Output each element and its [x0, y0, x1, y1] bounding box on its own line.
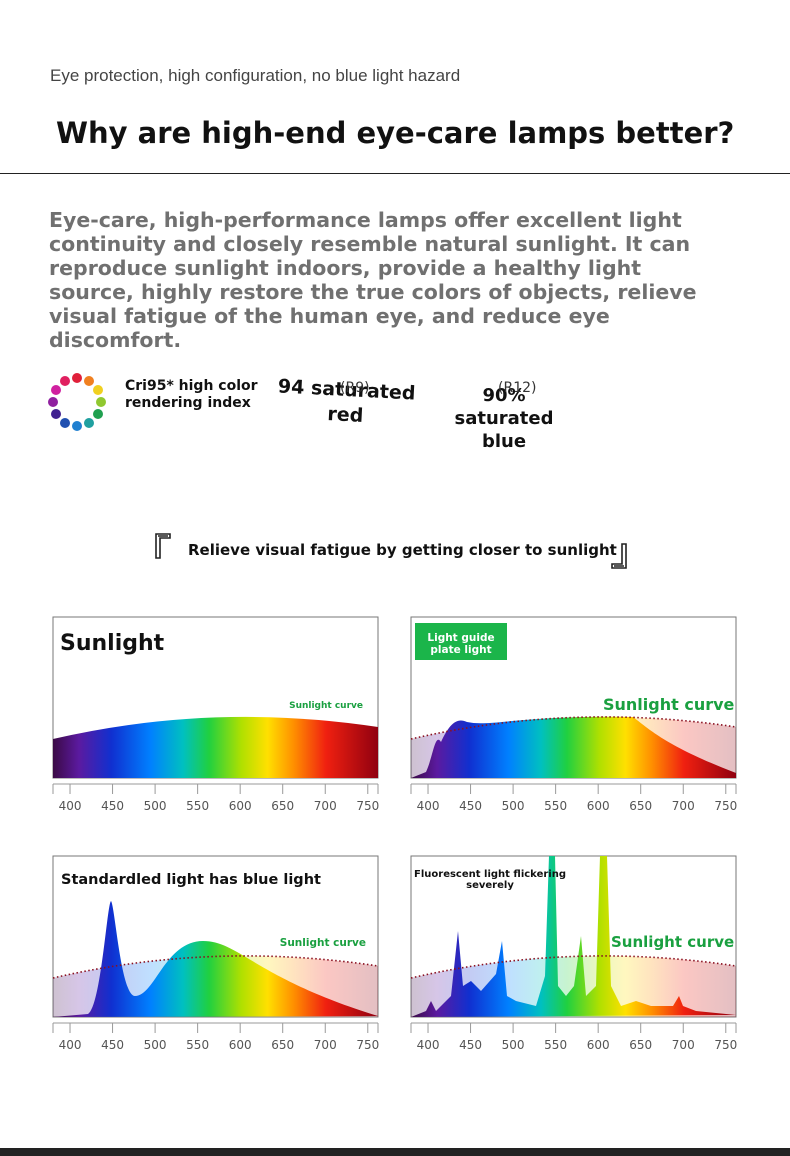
x-tick-label: 600	[587, 799, 610, 813]
panel-title: Sunlight	[60, 631, 165, 656]
x-tick-label: 400	[59, 799, 82, 813]
feature-note: (R12)	[498, 380, 537, 396]
x-tick-label: 450	[459, 1038, 482, 1052]
title-line: Fluorescent light flickering	[414, 869, 566, 880]
x-tick-label: 400	[417, 799, 440, 813]
bracket-open	[155, 533, 171, 559]
color-wheel-icon	[48, 373, 106, 431]
x-tick-label: 650	[629, 799, 652, 813]
x-tick-label: 600	[229, 799, 252, 813]
title-line: plate light	[430, 644, 491, 656]
color-dots	[48, 373, 106, 431]
x-tick-label: 550	[544, 799, 567, 813]
x-tick-label: 750	[714, 799, 737, 813]
curve-label: Sunlight curve	[289, 701, 363, 711]
subtitle: Eye protection, high configuration, no b…	[50, 66, 461, 85]
x-tick-label: 650	[629, 1038, 652, 1052]
bracket-close	[611, 543, 627, 569]
spectrum-panel: Standardled light has blue light Sunlight…	[52, 855, 379, 1052]
x-tick-label: 700	[672, 1038, 695, 1052]
x-tick-label: 500	[144, 1038, 167, 1052]
x-tick-label: 700	[314, 1038, 337, 1052]
spectrum-charts: Sunlight Sunlight curve 400 450 500 550 600 650…	[52, 616, 737, 1052]
x-tick-label: 650	[271, 1038, 294, 1052]
x-tick-label: 750	[714, 1038, 737, 1052]
x-tick-label: 400	[59, 1038, 82, 1052]
x-tick-label: 550	[186, 799, 209, 813]
divider	[0, 173, 790, 174]
curve-label: Sunlight curve	[611, 933, 734, 951]
x-tick-label: 650	[271, 799, 294, 813]
x-tick-label: 450	[101, 799, 124, 813]
feature-label: Cri95* high color rendering index	[125, 378, 258, 411]
x-tick-label: 700	[314, 799, 337, 813]
x-tick-label: 550	[186, 1038, 209, 1052]
x-tick-label: 500	[144, 799, 167, 813]
x-tick-label: 500	[502, 799, 525, 813]
x-tick-label: 400	[417, 1038, 440, 1052]
title-badge	[415, 623, 507, 660]
curve-label: Sunlight curve	[603, 695, 735, 714]
footer-bar	[0, 1148, 790, 1156]
title: Why are high-end eye-care lamps better?	[56, 116, 735, 150]
x-tick-label: 750	[356, 799, 379, 813]
spectrum-panel: Fluorescent light flickering severely Sunl…	[410, 855, 737, 1052]
section-title: Relieve visual fatigue by getting closer…	[188, 541, 617, 559]
spectrum-area	[53, 901, 378, 1017]
spectrum-area	[53, 716, 378, 778]
panel-title: Standardled light has blue light	[61, 872, 321, 888]
x-tick-label: 450	[101, 1038, 124, 1052]
x-tick-label: 700	[672, 799, 695, 813]
title-line: Light guide	[427, 632, 494, 644]
spectrum-panel: Sunlight Sunlight curve 400 450 500 550 600 650…	[52, 616, 379, 813]
panel-title: Fluorescent light flickering severely	[414, 869, 566, 891]
title-line: severely	[466, 880, 514, 891]
x-tick-label: 550	[544, 1038, 567, 1052]
x-tick-label: 750	[356, 1038, 379, 1052]
x-tick-label: 600	[229, 1038, 252, 1052]
intro: Eye-care, high-performance lamps offer e…	[49, 208, 697, 352]
curve-label: Sunlight curve	[280, 937, 366, 949]
feature-note: (R9)	[340, 380, 370, 396]
x-tick-label: 500	[502, 1038, 525, 1052]
feature-label: 90% saturated blue	[454, 385, 554, 452]
spectrum-area	[411, 716, 736, 778]
x-tick-label: 450	[459, 799, 482, 813]
x-tick-label: 600	[587, 1038, 610, 1052]
panel-title: Light guide plate light	[427, 632, 494, 656]
spectrum-panel: Light guide plate light Sunlight curve 400 4…	[410, 616, 737, 813]
